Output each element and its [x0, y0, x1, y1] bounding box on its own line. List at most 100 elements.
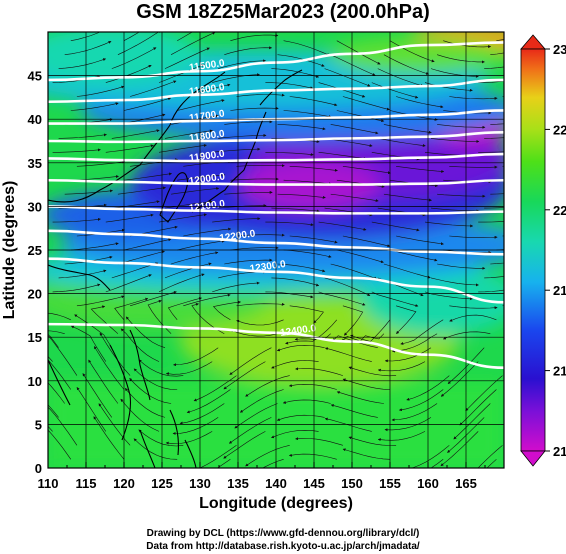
- contour-label: 12400.0: [280, 323, 318, 339]
- streamline: [449, 96, 498, 100]
- streamline: [377, 138, 426, 147]
- streamline: [440, 361, 479, 397]
- x-axis-label: Longitude (degrees): [199, 495, 353, 512]
- streamline: [336, 391, 384, 404]
- colorbar-tick-label: 210: [553, 444, 566, 459]
- streamline: [449, 314, 497, 322]
- streamline: [114, 297, 149, 320]
- streamline: [133, 368, 178, 390]
- x-tick-label: 155: [379, 476, 401, 491]
- streamline: [277, 124, 326, 131]
- streamline: [105, 274, 152, 293]
- y-tick-label: 20: [28, 287, 42, 302]
- streamline: [384, 347, 432, 363]
- streamline: [224, 190, 273, 195]
- streamline: [283, 110, 332, 118]
- streamline: [437, 54, 485, 64]
- y-tick-label: 25: [28, 243, 42, 258]
- colorbar: 210 214 218 222 226 230: [520, 34, 566, 467]
- streamline: [377, 431, 426, 442]
- streamline: [324, 277, 371, 296]
- streamline: [218, 133, 267, 139]
- streamline: [125, 316, 166, 348]
- y-tick-label: 40: [28, 112, 42, 127]
- streamline: [342, 305, 364, 336]
- streamline: [223, 361, 266, 390]
- streamline: [391, 403, 438, 422]
- streamline: [212, 73, 260, 83]
- streamline: [443, 40, 492, 49]
- contour-label: 11900.0: [189, 149, 226, 165]
- streamline: [74, 314, 113, 348]
- colorbar-tick-label: 218: [553, 283, 566, 298]
- streamline: [70, 242, 119, 251]
- streamline: [288, 383, 337, 390]
- streamline: [437, 193, 486, 198]
- streamline: [377, 68, 424, 87]
- y-axis-label: Latitude (degrees): [1, 181, 18, 320]
- streamline: [124, 388, 166, 418]
- streamline: [277, 54, 325, 67]
- streamline: [478, 221, 504, 223]
- streamline: [283, 40, 331, 56]
- streamline: [336, 249, 384, 264]
- streamline: [342, 235, 391, 248]
- x-tick-label: 140: [265, 476, 287, 491]
- streamline: [295, 367, 343, 376]
- streamline: [484, 66, 504, 69]
- streamline: [318, 221, 367, 231]
- streamline: [99, 332, 131, 376]
- streamline: [350, 319, 391, 342]
- streamline: [389, 40, 435, 63]
- streamline: [342, 378, 391, 390]
- streamline: [177, 239, 225, 251]
- streamline: [48, 429, 72, 460]
- colorbar-scale: [520, 48, 546, 452]
- streamline: [164, 200, 214, 209]
- credits: Drawing by DCL (https://www.gfd-dennou.o…: [0, 527, 566, 553]
- streamline: [396, 96, 444, 109]
- streamline: [318, 291, 366, 306]
- streamline: [212, 217, 261, 223]
- contour-label: 12200.0: [219, 228, 257, 244]
- y-tick-label: 35: [28, 156, 42, 171]
- streamline: [295, 437, 343, 446]
- streamline: [430, 459, 444, 468]
- streamline: [265, 82, 314, 90]
- streamline: [442, 331, 491, 340]
- streamline: [212, 300, 241, 321]
- streamline: [453, 403, 491, 440]
- streamline: [48, 425, 53, 432]
- streamline: [173, 347, 219, 367]
- streamline: [224, 120, 273, 125]
- streamline: [330, 404, 378, 418]
- streamline: [265, 152, 314, 157]
- credit-data: Data from http://database.rish.kyoto-u.a…: [146, 541, 420, 552]
- streamline: [48, 403, 78, 446]
- streamline: [177, 99, 225, 111]
- streamline: [478, 289, 504, 293]
- streamline: [177, 32, 193, 41]
- streamline: [371, 291, 419, 307]
- streamline: [447, 347, 485, 385]
- streamline: [289, 96, 338, 107]
- streamline: [324, 347, 372, 362]
- y-tick-label: 5: [35, 417, 42, 432]
- contour-label: 11800.0: [189, 128, 226, 144]
- streamline: [424, 221, 474, 228]
- streamline: [48, 330, 65, 334]
- streamline: [170, 32, 216, 55]
- y-axis: 0 5 10 15 20 25 30 35 40 45: [28, 69, 42, 476]
- streamline: [48, 332, 78, 376]
- streamline: [383, 124, 432, 134]
- streamline: [289, 166, 338, 172]
- streamline: [342, 448, 391, 460]
- streamline: [490, 52, 504, 55]
- y-tick-label: 30: [28, 199, 42, 214]
- streamline: [449, 235, 498, 239]
- contour-label: 12300.0: [249, 259, 287, 275]
- streamline: [406, 445, 450, 468]
- streamline: [111, 200, 160, 209]
- streamline: [478, 151, 504, 153]
